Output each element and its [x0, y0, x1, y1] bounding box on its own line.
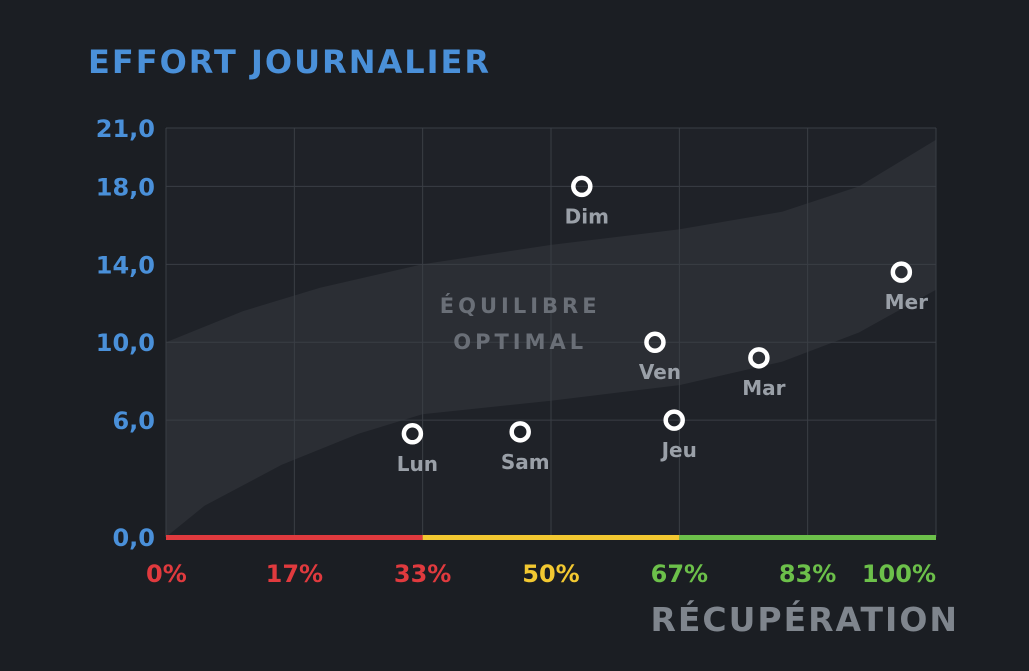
- zone-bar-yellow: [422, 535, 680, 540]
- band-label-line: ÉQUILIBRE: [440, 293, 601, 318]
- data-point: [571, 175, 593, 198]
- data-point-label: Dim: [565, 204, 609, 228]
- y-tick-label: 10,0: [96, 329, 155, 357]
- plot-area: ÉQUILIBRE OPTIMAL 0,0 6,0 10,0 14,0 18,0 21,0 0%…: [96, 115, 937, 588]
- data-point-label: Mer: [885, 290, 928, 314]
- x-tick-label: 67%: [651, 560, 708, 588]
- chart-title: EFFORT JOURNALIER: [88, 43, 491, 81]
- data-point: [644, 331, 666, 353]
- x-tick-label: 83%: [779, 560, 836, 588]
- data-point-label: Ven: [639, 360, 681, 384]
- x-tick-label: 17%: [266, 560, 323, 588]
- x-tick-label: 0%: [146, 560, 187, 588]
- data-point: [890, 261, 913, 283]
- band-label-line: OPTIMAL: [453, 330, 587, 354]
- y-tick-label: 14,0: [96, 251, 155, 279]
- x-tick-label: 50%: [522, 560, 579, 588]
- data-point-label: Lun: [397, 452, 438, 476]
- y-tick-label: 6,0: [112, 407, 155, 435]
- data-point: [663, 409, 685, 431]
- x-axis-title: RÉCUPÉRATION: [650, 599, 959, 639]
- data-point-label: Mar: [742, 376, 785, 400]
- zone-bar-green: [679, 535, 936, 540]
- data-point: [509, 421, 531, 443]
- y-tick-label: 21,0: [96, 115, 155, 143]
- x-tick-label: 100%: [862, 560, 936, 588]
- y-tick-label: 18,0: [96, 173, 155, 201]
- data-point: [401, 423, 424, 445]
- zone-bar-red: [166, 535, 423, 540]
- data-point-label: Jeu: [660, 438, 697, 462]
- y-tick-label: 0,0: [112, 524, 155, 552]
- x-tick-label: 33%: [394, 560, 451, 588]
- data-point: [748, 347, 770, 369]
- data-point-label: Sam: [501, 450, 550, 474]
